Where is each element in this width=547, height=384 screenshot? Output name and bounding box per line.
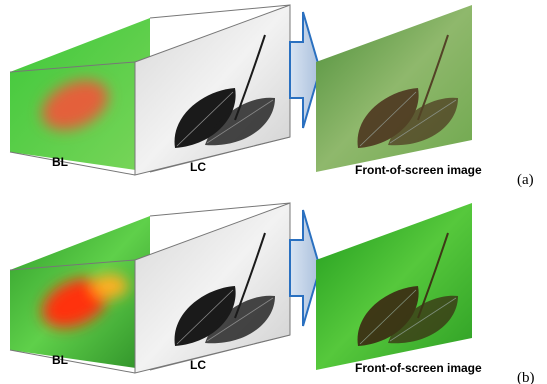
lc-panel xyxy=(135,203,290,373)
row-a: BL LC Front-of-screen image (a) xyxy=(10,5,534,188)
bl-label: BL xyxy=(52,155,68,169)
output-panel xyxy=(316,5,472,172)
lc-label: LC xyxy=(190,358,206,372)
figure-tag: (a) xyxy=(517,172,534,188)
bl-label: BL xyxy=(52,353,68,367)
figure: BL LC Front-of-screen image (a) BL LC Front-o… xyxy=(0,0,547,384)
arrow xyxy=(290,12,320,128)
lc-label: LC xyxy=(190,160,206,174)
output-panel xyxy=(316,203,472,370)
row-b: BL LC Front-of-screen image (b) xyxy=(10,203,535,384)
lc-panel xyxy=(135,5,290,175)
figure-tag: (b) xyxy=(517,370,535,384)
blob xyxy=(92,274,128,298)
output-label: Front-of-screen image xyxy=(355,163,482,177)
arrow xyxy=(290,210,320,326)
output-label: Front-of-screen image xyxy=(355,361,482,375)
